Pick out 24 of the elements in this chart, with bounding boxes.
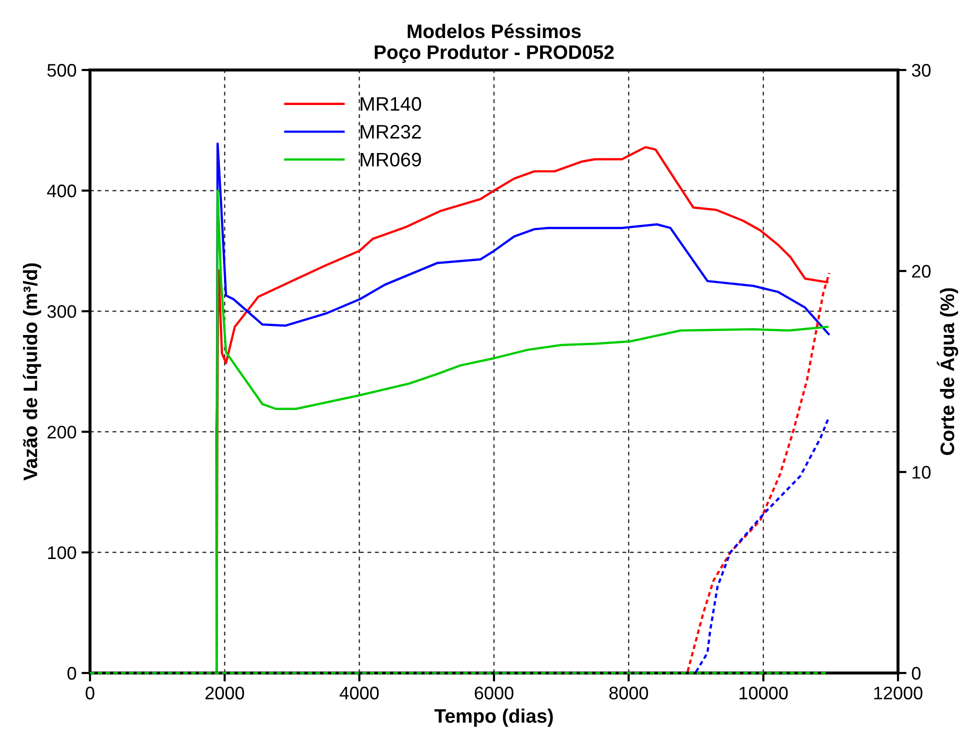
x-tick-label: 4000 [340,686,379,700]
x-tick-label: 10000 [740,686,788,700]
legend-label: MR232 [360,124,421,139]
y-tick-label: 0 [67,666,76,680]
y-tick-label: 300 [47,305,76,318]
x-tick-label: 0 [86,686,94,700]
x-tick-label: 2000 [205,686,244,700]
y-tick-label: 400 [47,184,76,198]
x-tick-label: 12000 [874,686,922,700]
y2-axis-title: Corte de Água (%) [936,288,958,455]
x-tick-label: 8000 [609,686,648,700]
y-axis-title: Vazão de Líquido (m³/d) [22,263,42,480]
y2-tick-label: 10 [912,466,931,479]
x-tick-label: 6000 [474,686,514,700]
legend-label: MR140 [360,97,422,111]
y2-tick-label: 30 [912,64,931,77]
y-tick-label: 500 [47,64,76,77]
y-tick-label: 200 [48,426,76,439]
y2-tick-label: 0 [912,666,921,680]
y2-tick-label: 20 [912,264,931,278]
chart-title: Modelos Péssimos Poço Produtor - PROD052 [374,24,614,63]
legend-label: MR069 [360,152,421,167]
y-tick-label: 100 [48,546,76,560]
x-axis-title: Tempo (dias) [434,708,553,727]
